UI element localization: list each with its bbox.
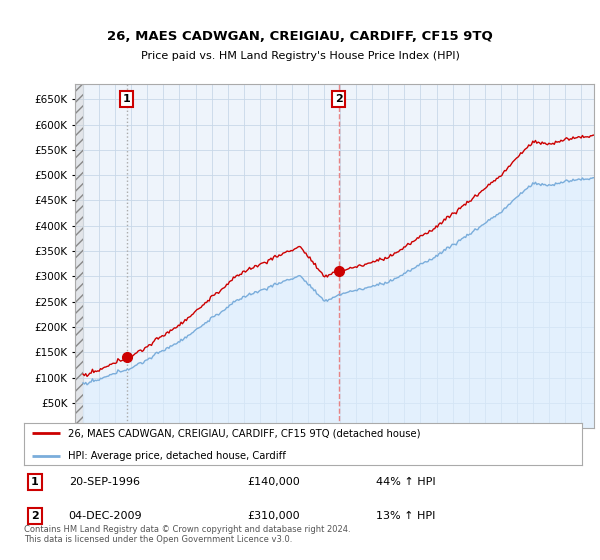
Text: 20-SEP-1996: 20-SEP-1996	[68, 477, 140, 487]
Text: £310,000: £310,000	[247, 511, 300, 521]
Bar	[75, 84, 83, 428]
Text: Contains HM Land Registry data © Crown copyright and database right 2024.
This d: Contains HM Land Registry data © Crown c…	[24, 525, 350, 544]
Text: 26, MAES CADWGAN, CREIGIAU, CARDIFF, CF15 9TQ (detached house): 26, MAES CADWGAN, CREIGIAU, CARDIFF, CF1…	[68, 428, 420, 438]
Text: 2: 2	[335, 94, 343, 104]
Text: 1: 1	[31, 477, 38, 487]
Text: 13% ↑ HPI: 13% ↑ HPI	[376, 511, 435, 521]
Text: 1: 1	[123, 94, 131, 104]
Text: Price paid vs. HM Land Registry's House Price Index (HPI): Price paid vs. HM Land Registry's House …	[140, 51, 460, 61]
Text: 26, MAES CADWGAN, CREIGIAU, CARDIFF, CF15 9TQ: 26, MAES CADWGAN, CREIGIAU, CARDIFF, CF1…	[107, 30, 493, 43]
Text: HPI: Average price, detached house, Cardiff: HPI: Average price, detached house, Card…	[68, 451, 286, 460]
Text: £140,000: £140,000	[247, 477, 300, 487]
Text: 04-DEC-2009: 04-DEC-2009	[68, 511, 142, 521]
Text: 2: 2	[31, 511, 38, 521]
Bar	[75, 84, 83, 428]
Text: 44% ↑ HPI: 44% ↑ HPI	[376, 477, 435, 487]
